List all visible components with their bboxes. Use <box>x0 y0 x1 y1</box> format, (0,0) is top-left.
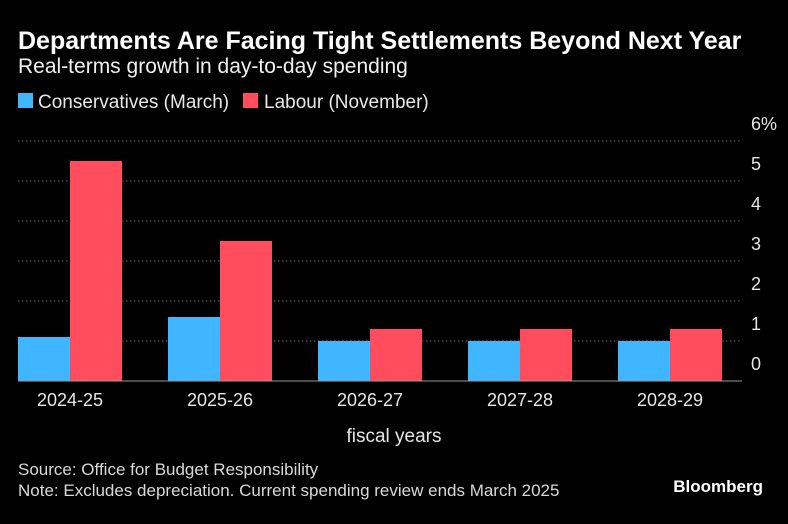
x-tick-label-2025-26: 2025-26 <box>187 390 253 410</box>
x-axis: 2024-25 2025-26 2026-27 2027-28 2028-29 <box>37 390 703 410</box>
bar-labour-2026-27 <box>370 329 422 381</box>
x-axis-label: fiscal years <box>346 426 441 447</box>
legend-label-conservatives: Conservatives (March) <box>38 92 229 113</box>
bar-conservatives-2026-27 <box>318 341 370 381</box>
legend-label-labour: Labour (November) <box>264 92 429 113</box>
x-tick-label-2026-27: 2026-27 <box>337 390 403 410</box>
bars <box>18 161 722 381</box>
y-tick-label-4: 4 <box>751 194 761 214</box>
x-tick-label-2028-29: 2028-29 <box>637 390 703 410</box>
y-tick-label-0: 0 <box>751 354 761 374</box>
bar-labour-2024-25 <box>70 161 122 381</box>
bar-conservatives-2028-29 <box>618 341 670 381</box>
bar-labour-2025-26 <box>220 241 272 381</box>
y-tick-label-2: 2 <box>751 274 761 294</box>
legend-swatch-conservatives <box>18 93 33 108</box>
y-tick-label-3: 3 <box>751 234 761 254</box>
footnote: Note: Excludes depreciation. Current spe… <box>18 481 559 500</box>
bar-conservatives-2027-28 <box>468 341 520 381</box>
x-tick-label-2027-28: 2027-28 <box>487 390 553 410</box>
y-tick-label-6: 6% <box>751 114 777 134</box>
bar-conservatives-2025-26 <box>168 317 220 381</box>
x-tick-label-2024-25: 2024-25 <box>37 390 103 410</box>
gridlines <box>18 140 742 342</box>
y-tick-label-5: 5 <box>751 154 761 174</box>
chart-title: Departments Are Facing Tight Settlements… <box>18 27 742 55</box>
source-line: Source: Office for Budget Responsibility <box>18 460 319 479</box>
legend: Conservatives (March) Labour (November) <box>18 92 429 113</box>
bar-labour-2027-28 <box>520 329 572 381</box>
chart-subtitle: Real-terms growth in day-to-day spending <box>18 55 408 78</box>
legend-swatch-labour <box>243 93 258 108</box>
y-axis: 0 1 2 3 4 5 6% <box>751 114 777 374</box>
bloomberg-logo: Bloomberg <box>673 477 763 496</box>
bar-conservatives-2024-25 <box>18 337 70 381</box>
y-tick-label-1: 1 <box>751 314 761 334</box>
bar-labour-2028-29 <box>670 329 722 381</box>
